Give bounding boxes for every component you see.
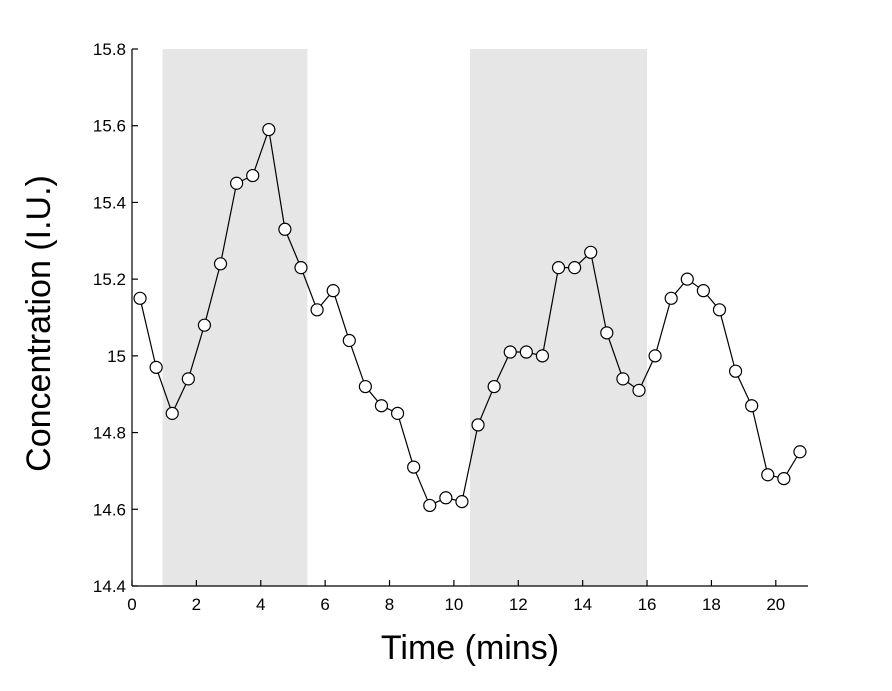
data-point <box>197 318 212 332</box>
data-point <box>503 345 517 359</box>
data-point <box>519 345 533 359</box>
data-point <box>278 222 292 236</box>
y-tick-label: 15.2 <box>93 270 126 289</box>
data-point <box>165 406 179 420</box>
data-point <box>777 472 791 486</box>
data-point <box>616 372 630 386</box>
data-series <box>133 122 807 513</box>
data-point <box>439 491 453 505</box>
x-tick-label: 8 <box>385 595 394 614</box>
y-axis-title: Concentration (I.U.) <box>20 175 58 472</box>
x-tick-label: 16 <box>638 595 657 614</box>
x-tick-label: 0 <box>127 595 136 614</box>
x-tick-label: 14 <box>573 595 592 614</box>
x-ticks: 0 2 4 6 8 10 12 14 16 18 20 <box>127 580 785 614</box>
data-point <box>213 257 228 271</box>
data-point <box>149 360 163 374</box>
shaded-regions <box>162 49 648 586</box>
x-tick-label: 12 <box>509 595 528 614</box>
data-point <box>342 333 356 348</box>
data-point <box>535 349 550 363</box>
y-tick-label: 14.4 <box>93 577 126 596</box>
data-point <box>181 372 195 386</box>
y-tick-label: 14.8 <box>93 424 126 443</box>
y-tick-label: 15.8 <box>93 40 126 59</box>
y-ticks: 14.4 14.6 14.8 15 15.2 15.4 15.6 15.8 <box>93 40 138 596</box>
data-point <box>423 498 437 513</box>
data-point <box>761 468 775 482</box>
data-point <box>374 399 389 413</box>
data-point <box>246 168 260 183</box>
data-point <box>600 326 614 340</box>
x-tick-label: 18 <box>702 595 721 614</box>
data-point <box>648 349 662 363</box>
data-point <box>133 291 147 305</box>
y-tick-label: 15 <box>107 347 126 366</box>
data-point <box>745 399 759 413</box>
x-tick-label: 2 <box>192 595 201 614</box>
y-tick-label: 15.6 <box>93 117 126 136</box>
data-point <box>696 284 710 298</box>
data-point <box>551 261 566 275</box>
data-point <box>680 272 694 286</box>
data-point <box>294 261 308 275</box>
data-point <box>390 406 405 420</box>
data-point <box>358 379 372 394</box>
shaded-region-1 <box>162 49 308 586</box>
x-tick-label: 6 <box>320 595 329 614</box>
data-point <box>407 460 421 474</box>
x-tick-label: 10 <box>444 595 463 614</box>
y-tick-label: 15.4 <box>93 193 126 212</box>
x-tick-label: 4 <box>256 595 265 614</box>
x-tick-label: 20 <box>766 595 785 614</box>
y-tick-label: 14.6 <box>93 500 126 519</box>
data-point <box>584 245 598 259</box>
data-point <box>230 176 244 190</box>
data-point <box>664 291 678 305</box>
data-point <box>326 284 340 298</box>
data-point <box>455 495 469 509</box>
axes <box>131 49 808 587</box>
data-point <box>728 364 743 378</box>
x-axis-title: Time (mins) <box>381 629 559 667</box>
data-point <box>712 303 727 317</box>
data-point <box>568 261 582 275</box>
shaded-region-2 <box>470 49 648 586</box>
data-point <box>487 379 501 394</box>
data-point <box>793 445 807 459</box>
data-point <box>310 303 324 317</box>
data-point <box>471 418 485 432</box>
data-point <box>632 383 646 397</box>
data-point <box>262 122 276 137</box>
